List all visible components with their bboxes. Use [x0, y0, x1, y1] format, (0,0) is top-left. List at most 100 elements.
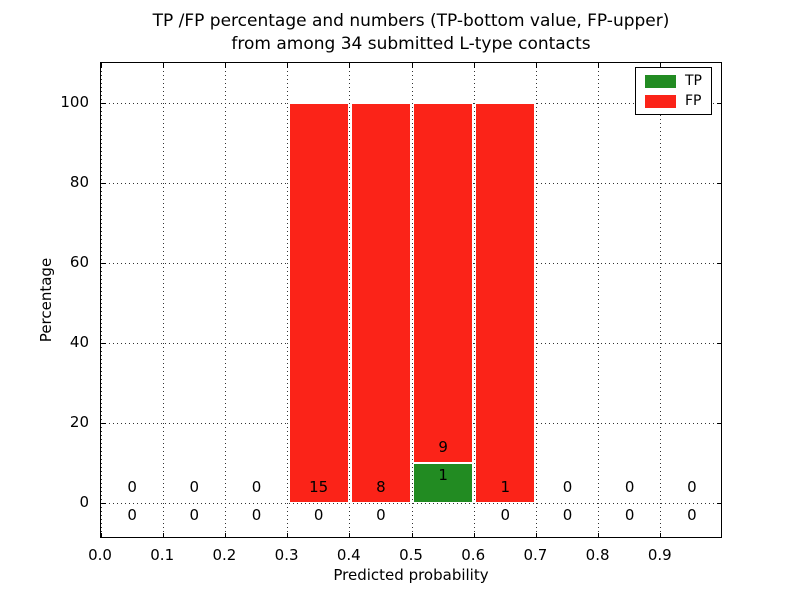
- y-tick: [101, 502, 106, 504]
- plot-area: 0 0 0 0 0 0 15 0 8 0 9 1 1 0 0 0 0 0 0 0 TP FP: [100, 62, 722, 538]
- h-gridline: [101, 262, 721, 264]
- y-tick: [101, 102, 106, 104]
- x-axis-label: Predicted probability: [333, 566, 489, 584]
- fp-count-label: 0: [562, 478, 573, 496]
- x-tick-label: 0.8: [585, 546, 610, 564]
- x-tick: [411, 63, 413, 68]
- x-tick-label: 0.0: [88, 546, 112, 564]
- legend-item: FP: [645, 94, 702, 108]
- x-tick: [287, 63, 289, 68]
- x-tick: [411, 533, 413, 538]
- x-tick-label: 0.3: [274, 546, 299, 564]
- y-tick: [717, 262, 722, 264]
- x-tick: [473, 533, 475, 538]
- fp-count-label: 1: [500, 478, 511, 496]
- fp-count-label: 0: [127, 478, 137, 496]
- x-tick: [349, 533, 351, 538]
- fp-count-label: 15: [309, 478, 329, 496]
- h-gridline: [101, 342, 721, 344]
- chart-title-line-1: TP /FP percentage and numbers (TP-bottom…: [152, 11, 670, 31]
- legend-label: TP: [685, 73, 702, 89]
- v-gridline: [287, 63, 289, 537]
- v-gridline: [660, 63, 662, 537]
- tp-count-label: 0: [189, 506, 200, 524]
- fp-count-label: 8: [376, 478, 386, 496]
- x-tick: [660, 63, 662, 68]
- tp-count-label: 0: [687, 506, 697, 524]
- fp-count-label: 0: [251, 478, 262, 496]
- x-tick-label: 0.7: [523, 546, 548, 564]
- tp-count-label: 0: [624, 506, 635, 524]
- legend-swatch-tp: [645, 74, 676, 88]
- y-tick: [101, 182, 106, 184]
- legend-swatch-fp: [645, 94, 676, 108]
- h-gridline: [101, 422, 721, 424]
- x-tick: [349, 63, 351, 68]
- v-gridline: [349, 63, 351, 537]
- y-tick-label: 40: [69, 333, 89, 351]
- x-tick: [473, 63, 475, 68]
- legend-item: TP: [645, 74, 702, 88]
- x-tick: [535, 533, 537, 538]
- tp-count-label: 0: [376, 506, 386, 524]
- y-tick: [101, 422, 106, 424]
- y-tick: [101, 262, 106, 264]
- x-tick: [660, 533, 662, 538]
- y-tick-label: 20: [69, 413, 89, 431]
- tp-count-label: 0: [500, 506, 511, 524]
- x-tick-label: 0.4: [336, 546, 361, 564]
- x-tick-label: 0.9: [647, 546, 672, 564]
- bar-fp: [288, 103, 349, 503]
- y-axis-label: Percentage: [37, 257, 55, 343]
- bar-fp: [413, 103, 474, 463]
- y-tick-label: 100: [60, 93, 89, 111]
- x-tick-label: 0.5: [399, 546, 423, 564]
- y-tick-label: 0: [79, 493, 89, 511]
- bar-fp: [350, 103, 411, 503]
- x-tick: [162, 533, 164, 538]
- chart-title: TP /FP percentage and numbers (TP-bottom…: [100, 10, 722, 56]
- y-tick-label: 80: [69, 173, 89, 191]
- x-tick: [598, 63, 600, 68]
- fp-count-label: 0: [189, 478, 200, 496]
- chart-title-line-2: from among 34 submitted L-type contacts: [231, 34, 591, 54]
- v-gridline: [162, 63, 164, 537]
- x-tick: [100, 533, 102, 538]
- tp-count-label: 1: [438, 466, 448, 484]
- tp-count-label: 0: [313, 506, 324, 524]
- v-gridline: [598, 63, 600, 537]
- h-gridline: [101, 182, 721, 184]
- fp-count-label: 0: [624, 478, 635, 496]
- x-tick: [224, 533, 226, 538]
- bar-fp: [475, 103, 536, 503]
- x-tick: [162, 63, 164, 68]
- x-tick: [598, 533, 600, 538]
- fp-count-label: 0: [687, 478, 697, 496]
- legend-label: FP: [685, 93, 702, 109]
- y-tick: [717, 422, 722, 424]
- x-tick-label: 0.2: [212, 546, 237, 564]
- x-tick: [287, 533, 289, 538]
- v-gridline: [411, 63, 413, 537]
- x-tick-label: 0.1: [150, 546, 175, 564]
- y-tick: [717, 342, 722, 344]
- y-tick-label: 60: [69, 253, 89, 271]
- x-tick: [224, 63, 226, 68]
- y-tick: [717, 102, 722, 104]
- y-tick: [101, 342, 106, 344]
- bar-tp: [413, 463, 474, 503]
- h-gridline: [101, 102, 721, 104]
- v-gridline: [224, 63, 226, 537]
- v-gridline: [100, 63, 102, 537]
- legend: TP FP: [635, 67, 712, 115]
- y-tick: [717, 502, 722, 504]
- tp-count-label: 0: [562, 506, 573, 524]
- v-gridline: [535, 63, 537, 537]
- x-tick-label: 0.6: [461, 546, 486, 564]
- x-tick: [535, 63, 537, 68]
- v-gridline: [473, 63, 475, 537]
- y-tick: [717, 182, 722, 184]
- h-gridline: [101, 502, 721, 504]
- fp-count-label: 9: [438, 438, 448, 456]
